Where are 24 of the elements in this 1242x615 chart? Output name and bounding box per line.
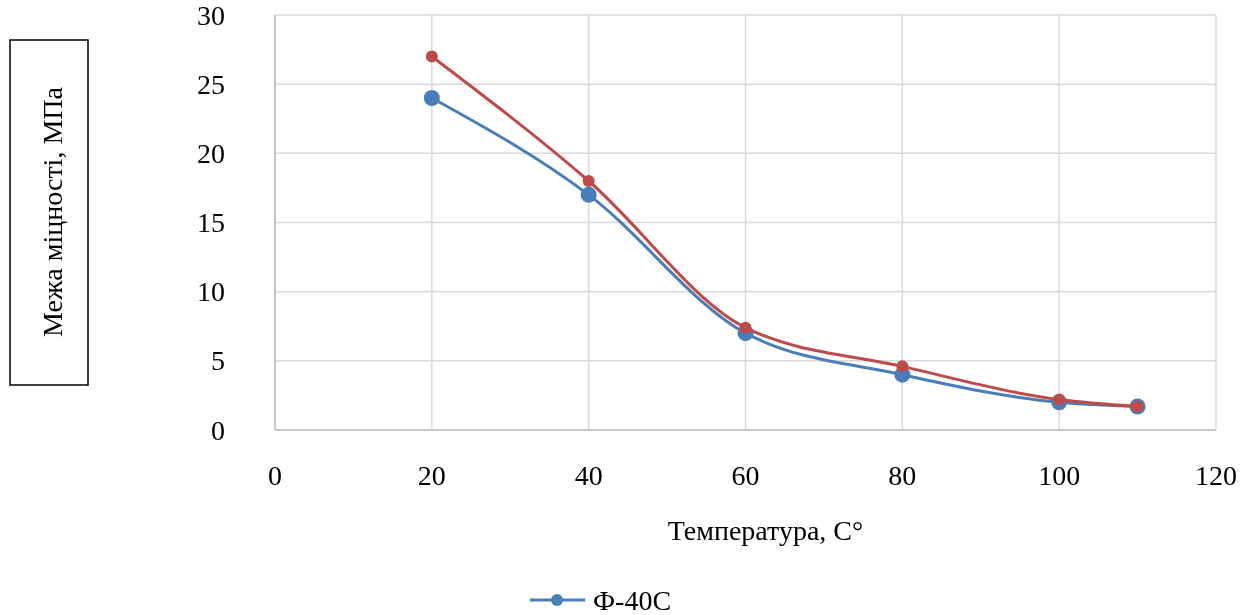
point	[425, 50, 438, 63]
x-tick-label: 20	[417, 459, 446, 491]
x-tick-label: 60	[731, 459, 760, 491]
point	[423, 90, 440, 106]
point	[582, 175, 595, 187]
y-tick-label: 25	[197, 68, 225, 100]
point	[1053, 393, 1066, 406]
x-tick-label: 0	[268, 459, 282, 491]
x-tick-label: 120	[1195, 459, 1237, 491]
y-tick-label: 5	[211, 345, 225, 377]
x-tick-label: 40	[574, 459, 603, 491]
x-axis-title: Температура, С°	[667, 515, 864, 546]
y-tick-label: 10	[197, 276, 225, 308]
point	[580, 186, 597, 203]
x-tick-label: 80	[888, 459, 917, 491]
y-tick-label: 0	[211, 414, 225, 446]
y-axis-title: Межа міцності, МПа	[37, 86, 68, 337]
x-tick-label: 100	[1038, 459, 1081, 491]
point	[739, 321, 752, 334]
y-tick-label: 30	[197, 0, 225, 31]
legend-label: Ф-40С	[593, 584, 672, 615]
y-tick-label: 20	[197, 137, 225, 169]
point	[896, 360, 909, 373]
y-tick-label: 15	[197, 207, 225, 238]
